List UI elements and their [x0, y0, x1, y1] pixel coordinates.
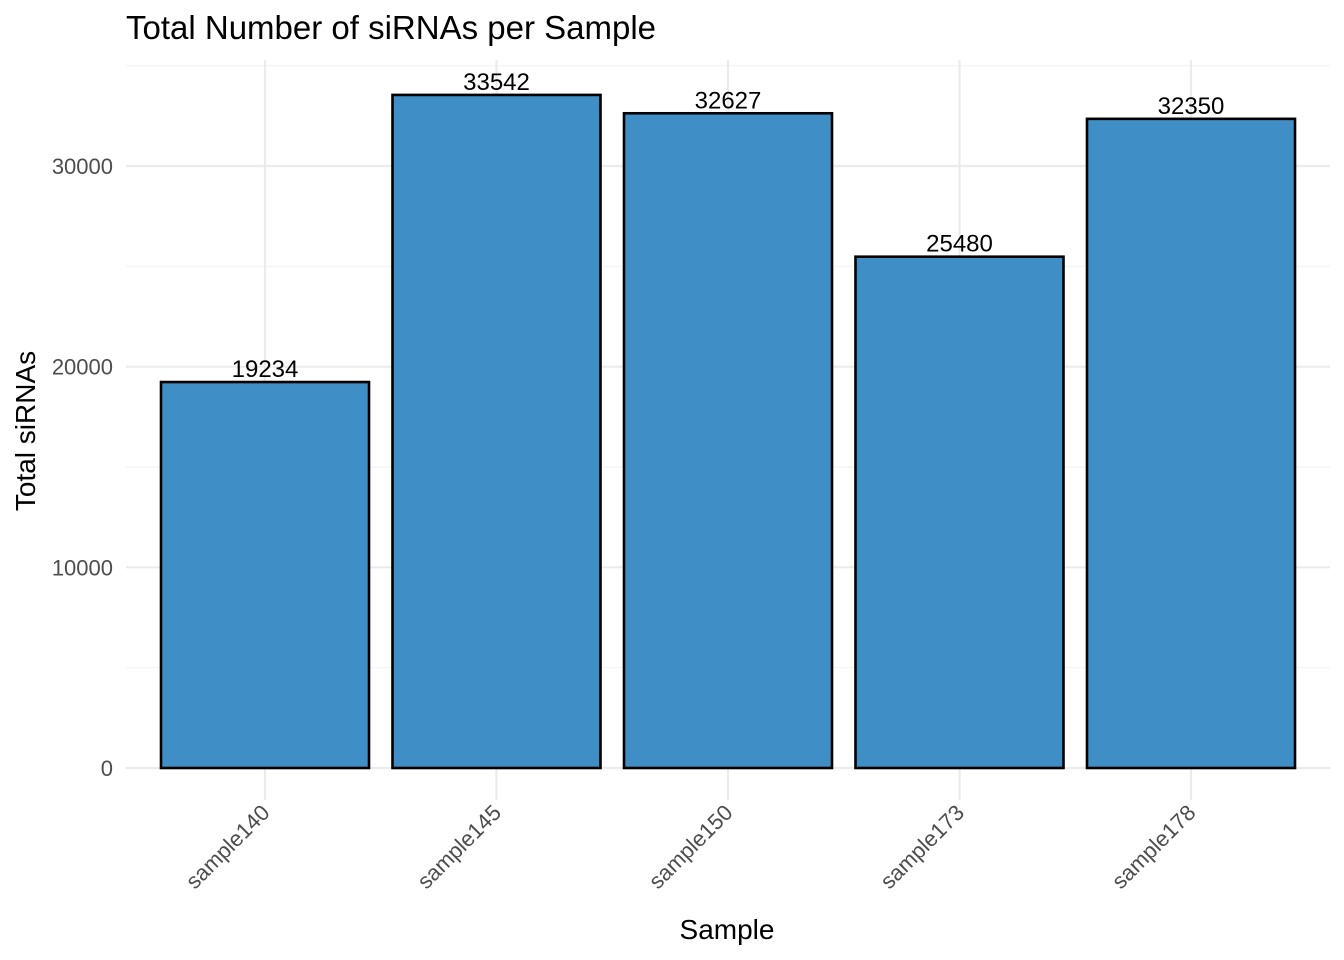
data-label-sample145: 33542 [463, 69, 530, 96]
y-axis-ticks: 0 10000 20000 30000 [52, 154, 113, 781]
x-tick-label-sample145: sample145 [412, 800, 506, 894]
data-label-sample173: 25480 [926, 231, 993, 258]
data-label-sample150: 32627 [695, 87, 762, 114]
x-tick-label-sample140: sample140 [181, 800, 275, 894]
x-tick-label-sample173: sample173 [875, 800, 969, 894]
x-axis-ticks: sample140 sample145 sample150 sample173 samp… [181, 800, 1201, 894]
data-label-sample178: 32350 [1158, 93, 1225, 120]
x-tick-label-sample150: sample150 [644, 800, 738, 894]
y-axis-title: Total siRNAs [10, 351, 41, 511]
y-tick-label: 0 [101, 756, 113, 781]
bar-sample145 [391, 93, 602, 770]
chart-title: Total Number of siRNAs per Sample [126, 9, 656, 46]
y-tick-label: 30000 [52, 154, 113, 179]
x-axis-title: Sample [680, 914, 775, 945]
y-tick-label: 10000 [52, 555, 113, 580]
bar-sample173 [854, 255, 1065, 770]
data-label-sample140: 19234 [232, 356, 299, 383]
bar-sample140 [159, 380, 371, 770]
bar-sample150 [622, 111, 834, 770]
x-tick-label-sample178: sample178 [1107, 800, 1201, 894]
bars [159, 93, 1297, 770]
bar-sample178 [1085, 117, 1297, 770]
y-tick-label: 20000 [52, 355, 113, 380]
data-labels: 19234 33542 32627 25480 32350 [232, 69, 1225, 383]
